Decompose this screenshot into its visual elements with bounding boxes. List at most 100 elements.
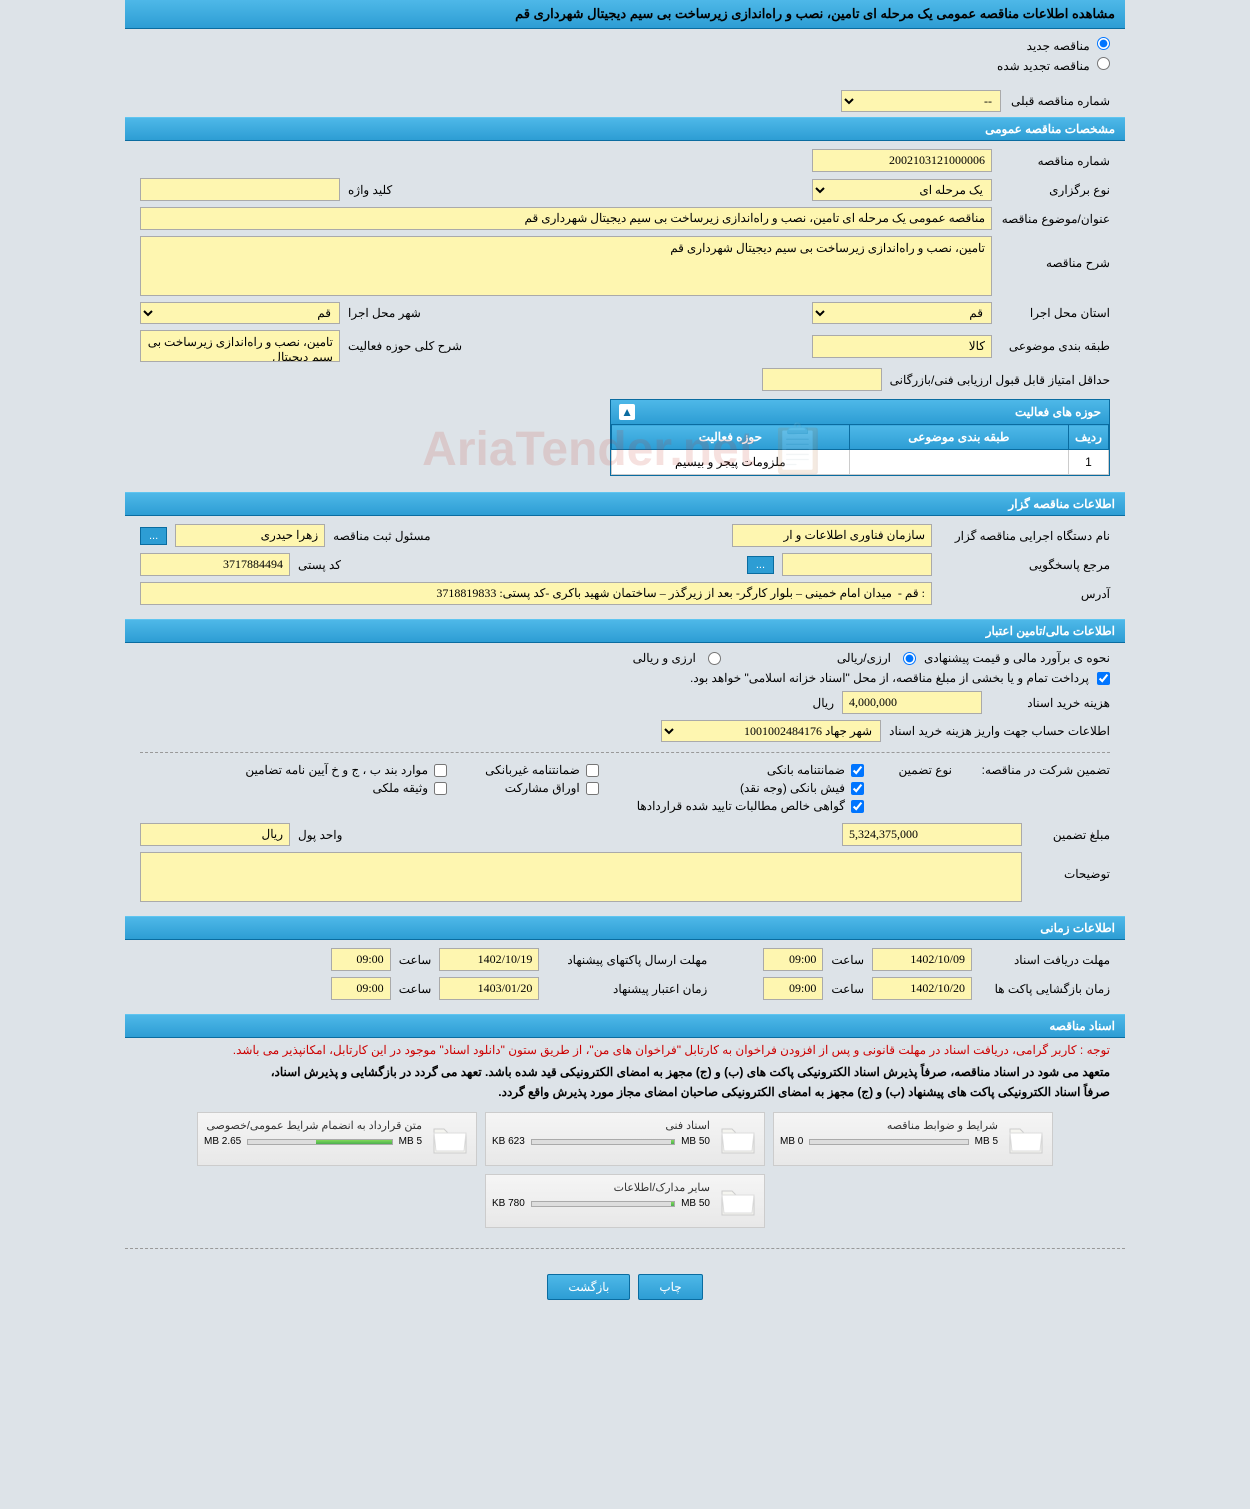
- activity-table-header: حوزه های فعالیت: [1015, 405, 1101, 419]
- doc-total: 5 MB: [399, 1136, 422, 1147]
- folder-icon: [1006, 1119, 1046, 1159]
- subject-input[interactable]: [140, 207, 992, 230]
- doc-used: 0 MB: [780, 1136, 803, 1147]
- notes-textarea[interactable]: [140, 852, 1022, 902]
- section-general-header: مشخصات مناقصه عمومی: [125, 117, 1125, 141]
- postal-input[interactable]: [140, 553, 290, 576]
- prev-tender-select[interactable]: --: [841, 90, 1001, 112]
- org-input[interactable]: [732, 524, 932, 547]
- send-label: مهلت ارسال پاکتهای پیشنهاد: [547, 953, 707, 967]
- print-button[interactable]: چاپ: [638, 1274, 702, 1300]
- cost-input[interactable]: [842, 691, 982, 714]
- doc-title: سایر مدارک/اطلاعات: [492, 1181, 710, 1194]
- doc-title: متن قرارداد به انضمام شرایط عمومی/خصوصی: [204, 1119, 422, 1132]
- divider: [125, 1248, 1125, 1249]
- desc-textarea[interactable]: [140, 236, 992, 296]
- city-label: شهر محل اجرا: [348, 306, 421, 320]
- open-date-input[interactable]: [872, 977, 972, 1000]
- amount-input[interactable]: [842, 823, 1022, 846]
- keyword-label: کلید واژه: [348, 183, 392, 197]
- send-date-input[interactable]: [439, 948, 539, 971]
- chk-property-label: وثیقه ملکی: [372, 781, 428, 795]
- notice-black-2: صرفاً اسناد الکترونیکی پاکت های پیشنهاد …: [125, 1082, 1125, 1102]
- doc-total: 50 MB: [681, 1198, 710, 1209]
- receive-date-input[interactable]: [872, 948, 972, 971]
- chk-property[interactable]: [434, 782, 447, 795]
- responsible-input[interactable]: [175, 524, 325, 547]
- province-select[interactable]: قم: [812, 302, 992, 324]
- estimate-label: نحوه ی برآورد مالی و قیمت پیشنهادی: [924, 651, 1110, 665]
- receive-time-input[interactable]: [763, 948, 823, 971]
- validity-date-input[interactable]: [439, 977, 539, 1000]
- keyword-input[interactable]: [140, 178, 340, 201]
- guarantee-type-label: نوع تضمین: [872, 763, 952, 777]
- chk-bonds[interactable]: [586, 782, 599, 795]
- chk-nonbank[interactable]: [586, 764, 599, 777]
- folder-icon: [718, 1119, 758, 1159]
- doc-title: اسناد فنی: [492, 1119, 710, 1132]
- amount-label: مبلغ تضمین: [1030, 828, 1110, 842]
- category-input[interactable]: [812, 335, 992, 358]
- chk-cash[interactable]: [851, 782, 864, 795]
- col-row: ردیف: [1069, 425, 1109, 450]
- section-tenderer-header: اطلاعات مناقصه گزار: [125, 492, 1125, 516]
- col-activity: حوزه فعالیت: [612, 425, 850, 450]
- progress-bar: [809, 1139, 968, 1145]
- chk-payment-note[interactable]: [1097, 672, 1110, 685]
- type-label: نوع برگزاری: [1000, 183, 1110, 197]
- guarantee-label: تضمین شرکت در مناقصه:: [960, 763, 1110, 777]
- doc-box[interactable]: شرایط و ضوابط مناقصه 5 MB 0 MB: [773, 1112, 1053, 1166]
- doc-used: 623 KB: [492, 1136, 525, 1147]
- radio-new-tender[interactable]: [1097, 37, 1110, 50]
- reply-browse-button[interactable]: ...: [747, 556, 774, 574]
- tender-no-input[interactable]: [812, 149, 992, 172]
- city-select[interactable]: قم: [140, 302, 340, 324]
- min-score-input[interactable]: [762, 368, 882, 391]
- back-button[interactable]: بازگشت: [547, 1274, 630, 1300]
- radio-renewed-tender-label: مناقصه تجدید شده: [997, 59, 1090, 73]
- section-financial-header: اطلاعات مالی/تامین اعتبار: [125, 619, 1125, 643]
- progress-bar: [531, 1201, 675, 1207]
- chk-nonbank-label: ضمانتنامه غیربانکی: [485, 763, 580, 777]
- subject-label: عنوان/موضوع مناقصه: [1000, 212, 1110, 226]
- address-input[interactable]: [140, 582, 932, 605]
- send-time-label: ساعت: [399, 953, 432, 967]
- send-time-input[interactable]: [331, 948, 391, 971]
- validity-time-input[interactable]: [331, 977, 391, 1000]
- activity-desc-textarea[interactable]: [140, 330, 340, 362]
- currency-input[interactable]: [140, 823, 290, 846]
- receive-time-label: ساعت: [831, 953, 864, 967]
- responsible-browse-button[interactable]: ...: [140, 527, 167, 545]
- open-label: زمان بازگشایی پاکت ها: [980, 982, 1110, 996]
- reply-input[interactable]: [782, 553, 932, 576]
- activity-table: ردیف طبقه بندی موضوعی حوزه فعالیت 1 ملزو…: [611, 424, 1109, 475]
- progress-bar: [247, 1139, 392, 1145]
- page-title: مشاهده اطلاعات مناقصه عمومی یک مرحله ای …: [125, 0, 1125, 29]
- prev-tender-label: شماره مناقصه قبلی: [1011, 94, 1110, 108]
- doc-used: 2.65 MB: [204, 1136, 241, 1147]
- doc-title: شرایط و ضوابط مناقصه: [780, 1119, 998, 1132]
- type-select[interactable]: یک مرحله ای: [812, 179, 992, 201]
- section-documents-header: اسناد مناقصه: [125, 1014, 1125, 1038]
- open-time-input[interactable]: [763, 977, 823, 1000]
- chk-cert[interactable]: [851, 800, 864, 813]
- section-timing-header: اطلاعات زمانی: [125, 916, 1125, 940]
- table-row: 1 ملزومات پیجر و بیسیم: [612, 450, 1109, 475]
- collapse-icon[interactable]: ▲: [619, 404, 635, 420]
- account-select[interactable]: شهر جهاد 1001002484176: [661, 720, 881, 742]
- col-category: طبقه بندی موضوعی: [849, 425, 1068, 450]
- doc-box[interactable]: سایر مدارک/اطلاعات 50 MB 780 KB: [485, 1174, 765, 1228]
- doc-box[interactable]: متن قرارداد به انضمام شرایط عمومی/خصوصی …: [197, 1112, 477, 1166]
- radio-rial[interactable]: [903, 652, 916, 665]
- chk-cases-label: موارد بند ب ، ج و خ آیین نامه تضامین: [245, 763, 428, 777]
- radio-renewed-tender[interactable]: [1097, 57, 1110, 70]
- chk-cash-label: فیش بانکی (وجه نقد): [740, 781, 845, 795]
- chk-cases[interactable]: [434, 764, 447, 777]
- notice-black-1: متعهد می شود در اسناد مناقصه، صرفاً پذیر…: [125, 1062, 1125, 1082]
- folder-icon: [718, 1181, 758, 1221]
- divider: [140, 752, 1110, 753]
- doc-box[interactable]: اسناد فنی 50 MB 623 KB: [485, 1112, 765, 1166]
- chk-bank[interactable]: [851, 764, 864, 777]
- min-score-label: حداقل امتیاز قابل قبول ارزیابی فنی/بازرگ…: [890, 373, 1110, 387]
- radio-foreign[interactable]: [708, 652, 721, 665]
